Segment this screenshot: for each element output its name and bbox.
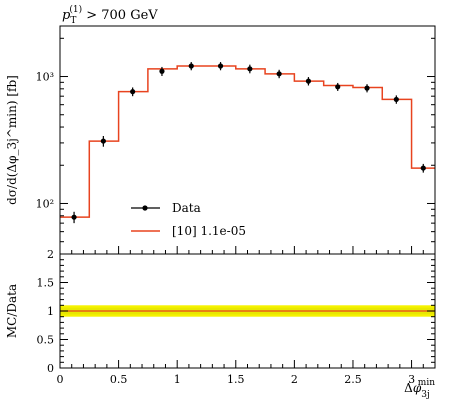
x-tick-label: 2 [291,373,298,386]
data-point [364,85,370,91]
data-point [130,89,136,95]
ratio-frame [59,253,436,369]
main-frame [59,25,436,255]
data-point [188,63,194,69]
data-point [305,78,312,84]
legend: Data [10] 1.1e-05 [131,201,246,238]
title-var: p [62,8,71,23]
data-point [100,138,106,144]
legend-mc-label: [10] 1.1e-05 [172,224,246,238]
title-sup: (1) [69,4,82,15]
main-y-axis-label: dσ/d(Δφ_3j^min) [fb] [5,75,19,205]
x-tick-label: 1.5 [227,373,245,386]
ratio-y-tick-label: 0 [47,362,54,375]
ratio-y-tick-label: 0.5 [37,334,55,347]
ratio-y-tick-label: 2 [47,248,54,261]
x-axis-label: Δφ3jmin [404,378,435,400]
legend-data-marker [142,205,148,211]
data-point [276,71,282,77]
y-tick-label: 10² [36,197,54,210]
chart-title: pT(1) > 700 GeV [62,4,158,26]
title-cut: > 700 GeV [82,8,158,23]
data-point [159,68,165,74]
data-point [335,84,341,90]
legend-data-label: Data [172,201,201,215]
title-sub: T [70,16,76,26]
ratio-y-tick-label: 1 [47,305,54,318]
ratio-panel: 0 0.5 1 1.5 2 0 0.5 1 1.5 2 2.5 3 MC/Data [5,248,436,386]
main-panel: 10² 10³ dσ/d(Δφ_3j^min) [fb] [5,25,436,255]
data-point [393,96,399,103]
ratio-y-tick-label: 1.5 [37,277,55,290]
x-tick-label: 0 [57,373,64,386]
y-tick-label: 10³ [36,71,54,84]
ratio-y-axis-label: MC/Data [5,284,19,338]
data-point [420,165,426,171]
x-tick-label: 1 [174,373,181,386]
mc-step-line [60,65,435,218]
data-point [247,66,253,72]
data-point [217,63,224,69]
data-point [71,214,77,220]
x-tick-label: 3 [408,373,415,386]
x-tick-label: 2.5 [344,373,362,386]
x-tick-label: 0.5 [110,373,128,386]
